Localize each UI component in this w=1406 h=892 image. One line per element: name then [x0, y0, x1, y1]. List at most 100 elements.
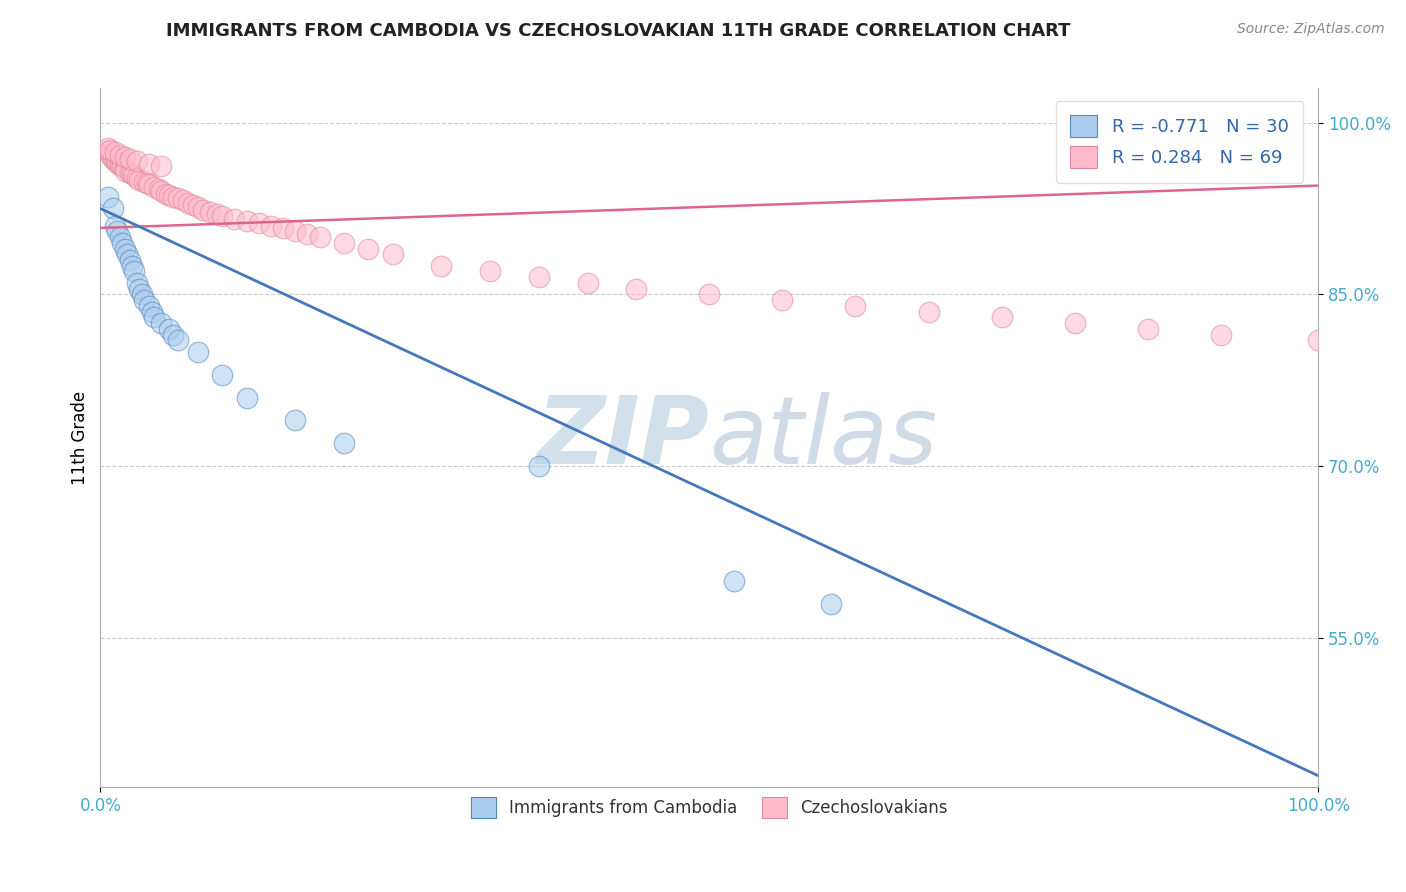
Point	[1308, 333, 1330, 347]
Point	[107, 224, 129, 238]
Point	[124, 264, 146, 278]
Point	[97, 141, 120, 155]
Point	[98, 143, 121, 157]
Point	[167, 191, 190, 205]
Point	[333, 235, 356, 250]
Point	[157, 187, 180, 202]
Point	[121, 167, 143, 181]
Point	[155, 186, 177, 201]
Point	[125, 170, 148, 185]
Point	[191, 202, 214, 217]
Point	[104, 145, 127, 160]
Point	[125, 154, 148, 169]
Point	[118, 152, 141, 166]
Point	[162, 190, 184, 204]
Point	[1136, 322, 1159, 336]
Point	[626, 282, 648, 296]
Text: atlas: atlas	[709, 392, 938, 483]
Text: Source: ZipAtlas.com: Source: ZipAtlas.com	[1237, 22, 1385, 37]
Point	[479, 264, 502, 278]
Point	[121, 259, 143, 273]
Point	[844, 299, 866, 313]
Point	[111, 159, 134, 173]
Point	[101, 202, 124, 216]
Point	[141, 304, 163, 318]
Point	[108, 147, 131, 161]
Point	[118, 166, 141, 180]
Point	[104, 153, 127, 168]
Point	[138, 178, 160, 192]
Point	[97, 190, 120, 204]
Point	[167, 333, 190, 347]
Point	[148, 182, 170, 196]
Point	[198, 205, 221, 219]
Point	[135, 176, 157, 190]
Point	[134, 175, 156, 189]
Point	[128, 173, 150, 187]
Point	[820, 597, 842, 611]
Point	[150, 316, 173, 330]
Point	[430, 259, 453, 273]
Point	[98, 147, 121, 161]
Point	[235, 214, 257, 228]
Point	[723, 574, 745, 588]
Point	[124, 168, 146, 182]
Point	[142, 179, 165, 194]
Point	[108, 158, 131, 172]
Point	[247, 216, 270, 230]
Point	[114, 161, 136, 176]
Point	[108, 230, 131, 244]
Point	[697, 287, 720, 301]
Point	[108, 157, 131, 171]
Point	[211, 210, 233, 224]
Point	[101, 150, 124, 164]
Point	[97, 144, 120, 158]
Point	[187, 344, 209, 359]
Point	[107, 154, 129, 169]
Point	[990, 310, 1012, 325]
Point	[181, 198, 204, 212]
Point	[150, 159, 173, 173]
Text: ZIP: ZIP	[537, 392, 709, 483]
Point	[177, 195, 200, 210]
Point	[308, 230, 330, 244]
Point	[527, 459, 550, 474]
Point	[357, 242, 380, 256]
Point	[576, 276, 599, 290]
Point	[917, 304, 939, 318]
Point	[115, 247, 138, 261]
Point	[224, 211, 246, 226]
Point	[1063, 316, 1085, 330]
Point	[284, 224, 307, 238]
Point	[187, 200, 209, 214]
Point	[157, 322, 180, 336]
Point	[114, 150, 136, 164]
Point	[142, 310, 165, 325]
Point	[128, 282, 150, 296]
Point	[104, 219, 127, 233]
Point	[111, 235, 134, 250]
Point	[118, 253, 141, 268]
Point	[101, 152, 124, 166]
Point	[235, 391, 257, 405]
Point	[131, 287, 153, 301]
Point	[527, 270, 550, 285]
Point	[770, 293, 793, 307]
Text: IMMIGRANTS FROM CAMBODIA VS CZECHOSLOVAKIAN 11TH GRADE CORRELATION CHART: IMMIGRANTS FROM CAMBODIA VS CZECHOSLOVAK…	[166, 22, 1071, 40]
Point	[381, 247, 404, 261]
Point	[125, 276, 148, 290]
Point	[271, 221, 294, 235]
Point	[211, 368, 233, 382]
Point	[150, 184, 173, 198]
Legend: Immigrants from Cambodia, Czechoslovakians: Immigrants from Cambodia, Czechoslovakia…	[464, 790, 955, 824]
Point	[284, 413, 307, 427]
Point	[172, 194, 194, 208]
Point	[162, 327, 184, 342]
Point	[297, 227, 319, 241]
Y-axis label: 11th Grade: 11th Grade	[72, 391, 89, 484]
Point	[138, 299, 160, 313]
Point	[138, 157, 160, 171]
Point	[114, 163, 136, 178]
Point	[260, 219, 283, 233]
Point	[207, 207, 229, 221]
